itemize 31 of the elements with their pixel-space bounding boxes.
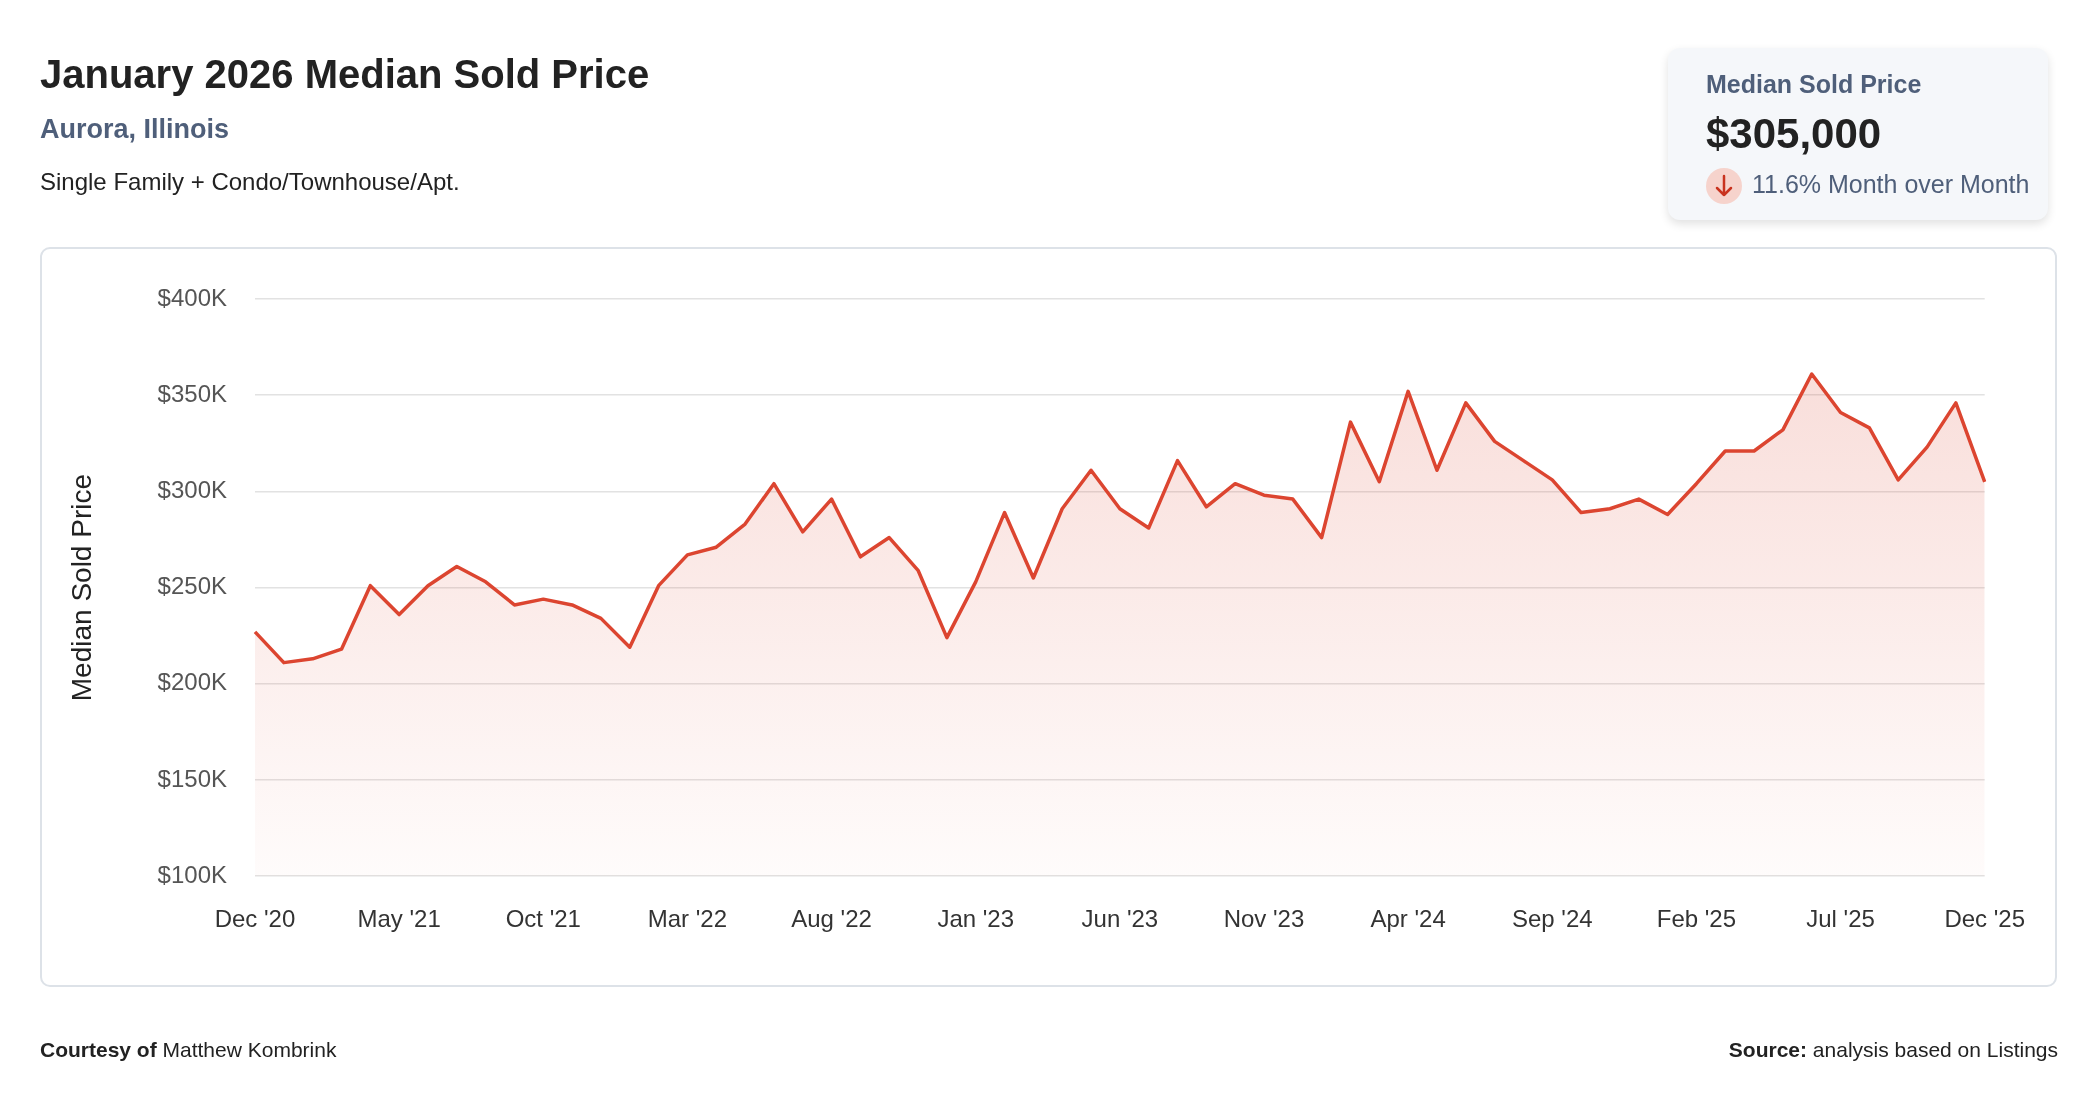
y-tick-label: $400K [157,283,227,311]
x-tick-label: Jul '25 [1806,905,1875,933]
x-tick-label: Mar '22 [647,905,728,933]
y-tick-label: $350K [157,379,227,407]
source-note: Source: [1728,1038,1807,1061]
text: Courtesy of [40,1038,157,1061]
x-tick-label: Jan '23 [937,905,1015,933]
x-tick-label: Feb '25 [1656,905,1737,933]
x-tick-label: Oct '21 [505,905,581,933]
y-tick-label: $200K [157,668,227,696]
text: $305,000 [1706,110,1882,158]
x-tick-label: Dec '20 [214,905,296,933]
text: Single Family + Condo/Townhouse/Apt. [40,168,460,196]
x-tick-label: Sep '24 [1511,905,1593,933]
y-axis-title: Median Sold Price [65,473,97,702]
x-tick-label: Nov '23 [1223,905,1305,933]
text: analysis based on Listings [1812,1038,2058,1061]
x-tick-label: May '21 [357,905,441,933]
x-tick-label: Jun '23 [1081,905,1159,933]
chart-title: January 2026 Median Sold Price [40,52,650,97]
y-tick-label: $150K [157,764,227,792]
y-tick-label: $100K [157,860,227,888]
text: 11.6% Month over Month [1752,170,2030,199]
text: Median Sold Price [1706,70,1922,99]
x-tick-label: Dec '25 [1944,905,2025,933]
y-tick-label: $300K [157,476,227,504]
chart-subtitle: Aurora, Illinois [40,114,230,145]
y-tick-label: $250K [157,572,227,600]
x-tick-label: Apr '24 [1370,905,1446,933]
x-tick-label: Aug '22 [791,905,872,933]
text: Matthew Kombrink [162,1038,337,1061]
